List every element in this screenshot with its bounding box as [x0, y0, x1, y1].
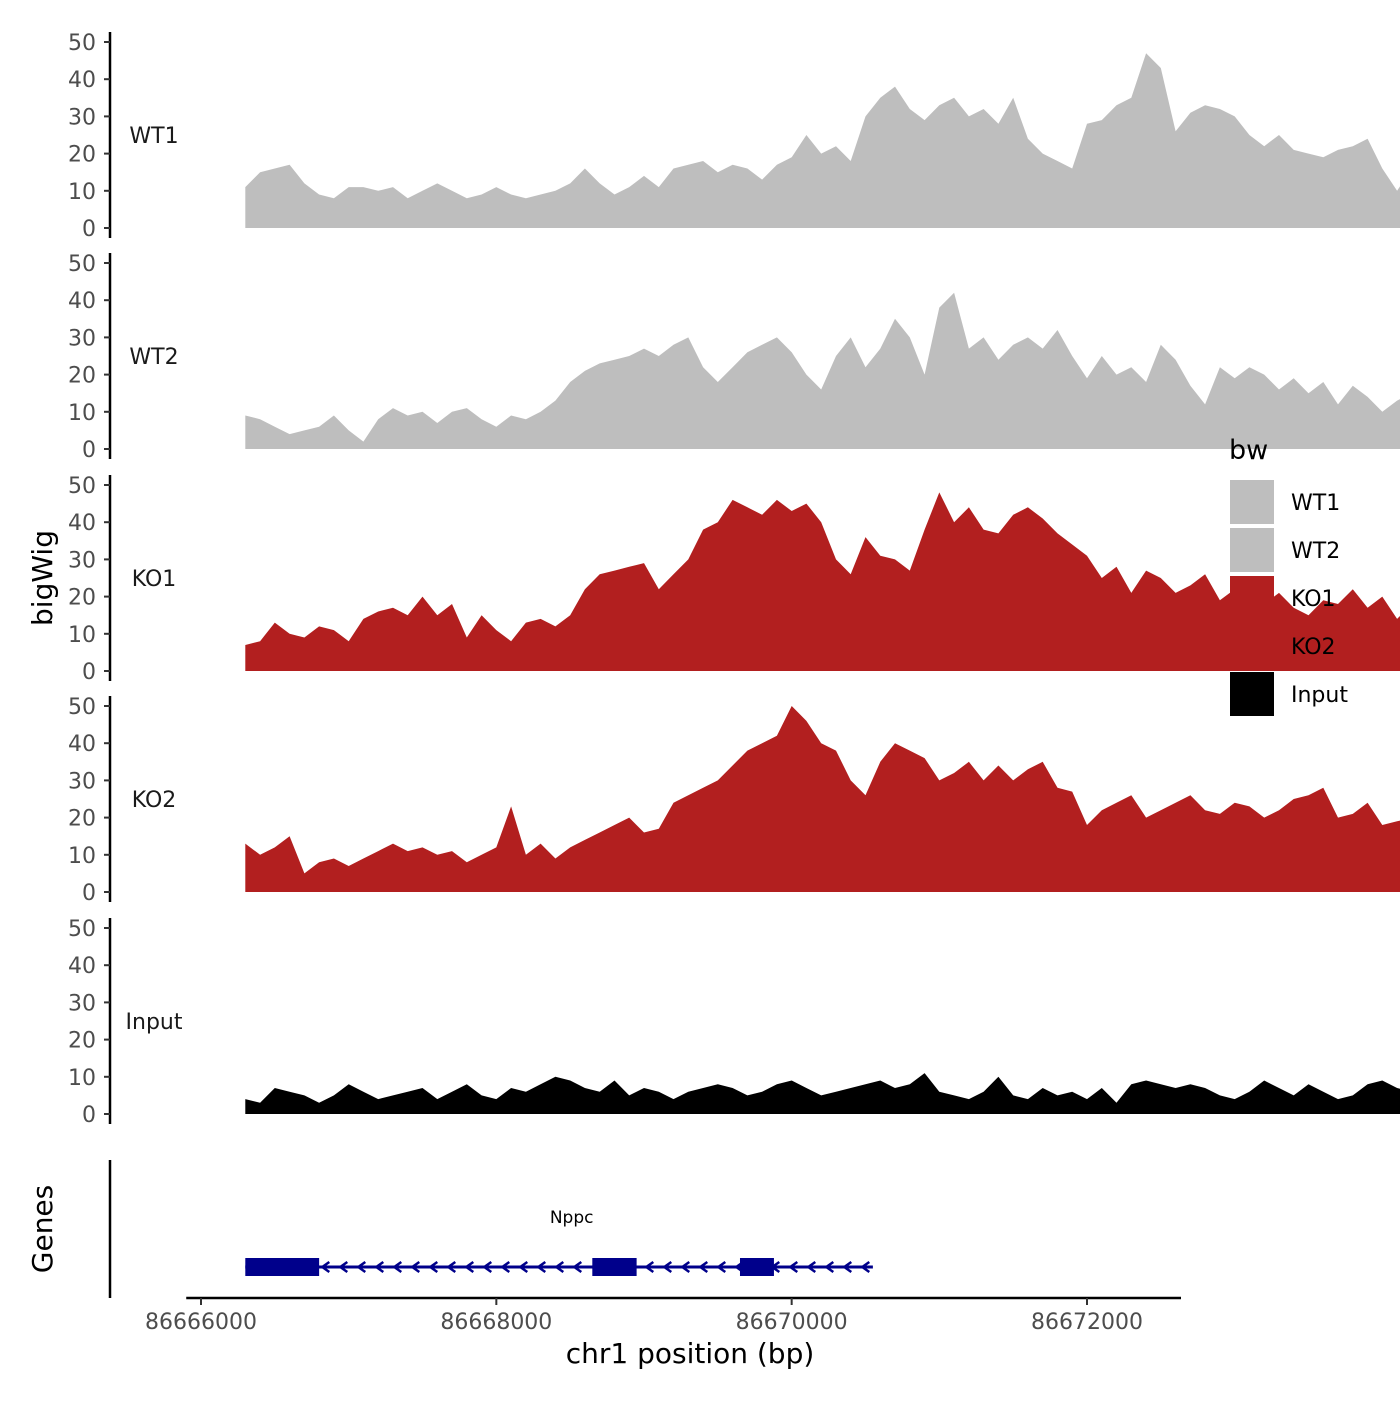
legend-key-wt2 [1230, 528, 1274, 572]
track-label: WT2 [129, 345, 178, 370]
y-tick-label: 50 [68, 695, 96, 720]
y-tick-label: 40 [68, 732, 96, 757]
x-tick-label: 86668000 [440, 1310, 552, 1335]
y-tick-label: 0 [82, 1103, 96, 1128]
gene-exon [592, 1258, 637, 1276]
track-ko2: 0 10 20 30 40 50 KO2 [68, 695, 1400, 906]
y-tick-label: 10 [68, 401, 96, 426]
y-tick-label: 50 [68, 252, 96, 277]
legend-label: Input [1291, 683, 1348, 708]
strand-chevron-icon [482, 1260, 493, 1274]
y-tick-label: 0 [82, 881, 96, 906]
strand-chevron-icon [410, 1260, 421, 1274]
area-wt2 [245, 292, 1400, 449]
legend-key-wt1 [1230, 480, 1274, 524]
legend-label: KO1 [1291, 587, 1336, 612]
y-tick-label: 30 [68, 548, 96, 573]
legend-label: WT1 [1291, 491, 1340, 516]
y-axis-title: bigWig [26, 530, 59, 626]
y-tick-label: 30 [68, 105, 96, 130]
y-tick-label: 20 [68, 364, 96, 389]
legend-label: KO2 [1291, 635, 1336, 660]
y-tick-label: 40 [68, 289, 96, 314]
gene-exon [739, 1258, 774, 1276]
area-ko2 [245, 706, 1400, 892]
tracks-layer: 0 10 20 30 40 50 WT1 0 10 20 30 40 50 WT2 0 10 20 30 40 50 K… [68, 31, 1400, 1128]
strand-chevron-icon [806, 1260, 817, 1274]
y-tick-label: 40 [68, 511, 96, 536]
y-tick-label: 0 [82, 217, 96, 242]
strand-chevron-icon [788, 1260, 799, 1274]
area-wt1 [245, 53, 1400, 228]
legend: bw WT1 WT2 KO1 KO2 Input [1229, 435, 1348, 716]
x-tick-label: 86672000 [1031, 1310, 1143, 1335]
strand-chevron-icon [392, 1260, 403, 1274]
x-axis: 86666000 86668000 86670000 86672000 [145, 1296, 1181, 1335]
y-tick-label: 0 [82, 438, 96, 463]
strand-chevron-icon [536, 1260, 547, 1274]
track-wt1: 0 10 20 30 40 50 WT1 [68, 31, 1400, 242]
legend-key-input [1230, 672, 1274, 716]
y-tick-label: 10 [68, 1066, 96, 1091]
y-tick-label: 40 [68, 68, 96, 93]
genes-axis-title: Genes [26, 1185, 59, 1273]
y-tick-label: 20 [68, 143, 96, 168]
y-tick-label: 50 [68, 917, 96, 942]
y-tick-label: 30 [68, 991, 96, 1016]
track-label: KO2 [132, 788, 177, 813]
strand-chevron-icon [446, 1260, 457, 1274]
y-tick-label: 10 [68, 623, 96, 648]
strand-chevron-icon [716, 1260, 727, 1274]
gene-name: Nppc [550, 1208, 594, 1228]
strand-chevron-icon [518, 1260, 529, 1274]
y-tick-label: 50 [68, 474, 96, 499]
area-input [245, 1073, 1400, 1114]
strand-chevron-icon [338, 1260, 349, 1274]
y-tick-label: 20 [68, 586, 96, 611]
strand-chevron-icon [464, 1260, 475, 1274]
strand-chevron-icon [680, 1260, 691, 1274]
strand-chevron-icon [356, 1260, 367, 1274]
y-tick-label: 0 [82, 660, 96, 685]
area-ko1 [245, 492, 1400, 671]
gene-exon [245, 1258, 320, 1276]
track-label: Input [126, 1010, 183, 1035]
strand-chevron-icon [662, 1260, 673, 1274]
track-label: KO1 [132, 567, 177, 592]
y-tick-label: 40 [68, 954, 96, 979]
y-tick-label: 20 [68, 807, 96, 832]
track-label: WT1 [129, 124, 178, 149]
y-tick-label: 20 [68, 1029, 96, 1054]
y-tick-label: 10 [68, 180, 96, 205]
strand-chevron-icon [428, 1260, 439, 1274]
strand-chevron-icon [698, 1260, 709, 1274]
genes-track: Nppc [108, 1160, 873, 1298]
x-tick-label: 86666000 [145, 1310, 257, 1335]
y-tick-label: 10 [68, 844, 96, 869]
y-tick-label: 30 [68, 769, 96, 794]
legend-key-ko2 [1230, 624, 1274, 668]
strand-chevron-icon [554, 1260, 565, 1274]
strand-chevron-icon [824, 1260, 835, 1274]
track-input: 0 10 20 30 40 50 Input [68, 917, 1400, 1128]
strand-chevron-icon [320, 1260, 331, 1274]
strand-chevron-icon [860, 1260, 871, 1274]
x-axis-title: chr1 position (bp) [566, 1337, 815, 1370]
strand-chevron-icon [644, 1260, 655, 1274]
strand-chevron-icon [500, 1260, 511, 1274]
strand-chevron-icon [572, 1260, 583, 1274]
y-tick-label: 30 [68, 326, 96, 351]
track-wt2: 0 10 20 30 40 50 WT2 [68, 252, 1400, 463]
x-tick-label: 86670000 [736, 1310, 848, 1335]
legend-label: WT2 [1291, 539, 1340, 564]
y-tick-label: 50 [68, 31, 96, 56]
strand-chevron-icon [842, 1260, 853, 1274]
strand-chevron-icon [374, 1260, 385, 1274]
legend-title: bw [1229, 435, 1268, 466]
legend-key-ko1 [1230, 576, 1274, 620]
track-ko1: 0 10 20 30 40 50 KO1 [68, 474, 1400, 685]
